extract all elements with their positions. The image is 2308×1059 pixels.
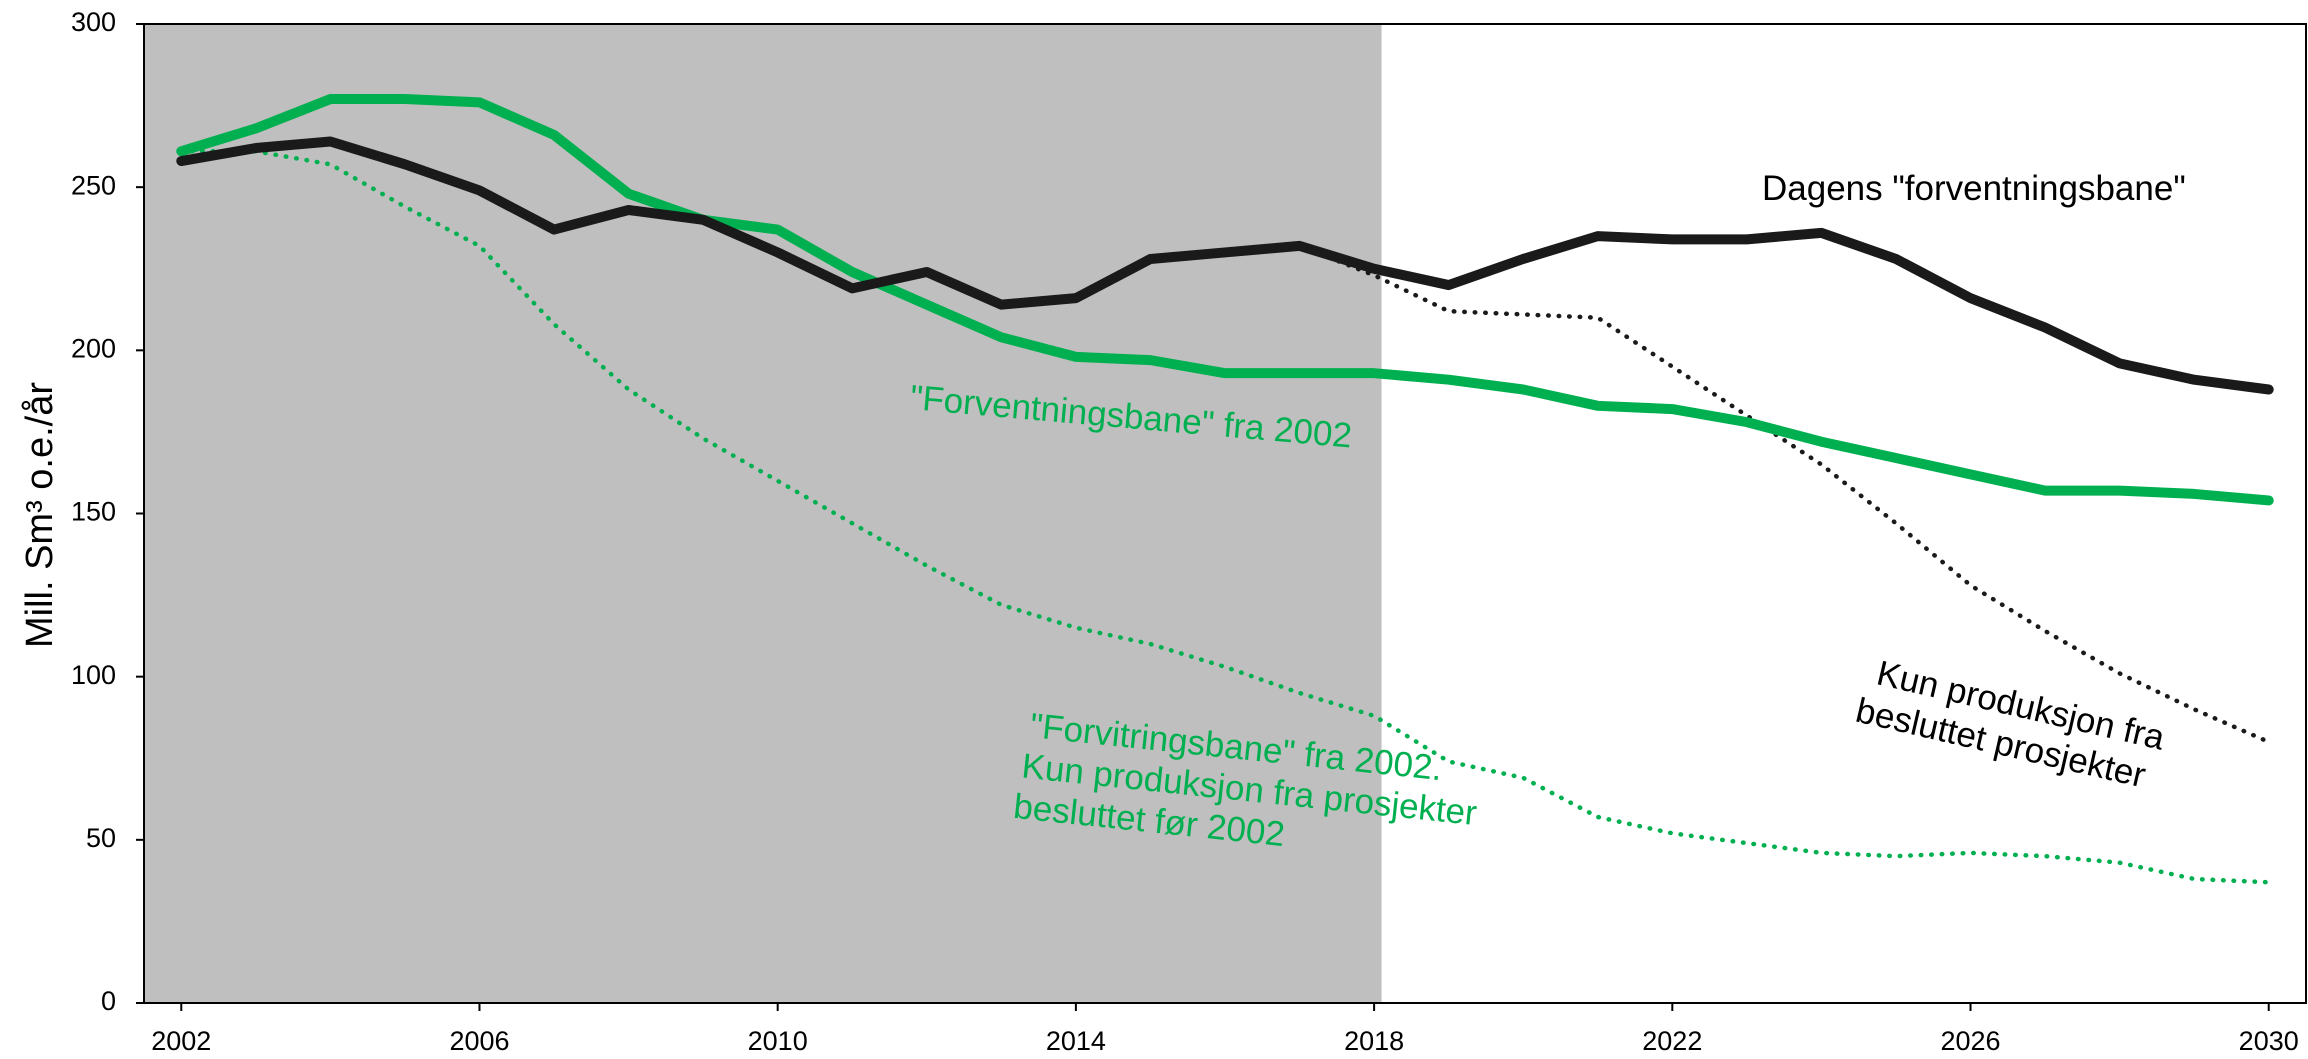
series-line <box>176 94 2274 506</box>
x-tick-label: 2014 <box>1046 1026 1106 1056</box>
x-tick-label: 2030 <box>2239 1026 2299 1056</box>
x-tick-label: 2018 <box>1344 1026 1404 1056</box>
y-tick-label: 250 <box>71 170 116 200</box>
y-tick-label: 100 <box>71 660 116 690</box>
y-axis-label: Mill. Sm³ o.e./år <box>19 382 61 648</box>
x-tick-label: 2006 <box>449 1026 509 1056</box>
x-tick-label: 2010 <box>748 1026 808 1056</box>
y-tick-label: 200 <box>71 333 116 363</box>
annotation-line: Dagens "forventningsbane" <box>1762 169 2186 208</box>
y-tick-label: 150 <box>71 497 116 527</box>
y-tick-label: 0 <box>101 986 116 1016</box>
y-tick-label: 50 <box>86 823 116 853</box>
x-tick-label: 2022 <box>1642 1026 1702 1056</box>
x-tick-label: 2002 <box>151 1026 211 1056</box>
series-line <box>179 149 2271 885</box>
y-tick-label: 300 <box>71 7 116 37</box>
shaded-region <box>144 24 1382 1003</box>
series-line <box>176 136 2274 395</box>
annotation: Dagens "forventningsbane" <box>1762 169 2186 208</box>
series-line <box>1297 243 2271 745</box>
x-tick-label: 2026 <box>1940 1026 2000 1056</box>
